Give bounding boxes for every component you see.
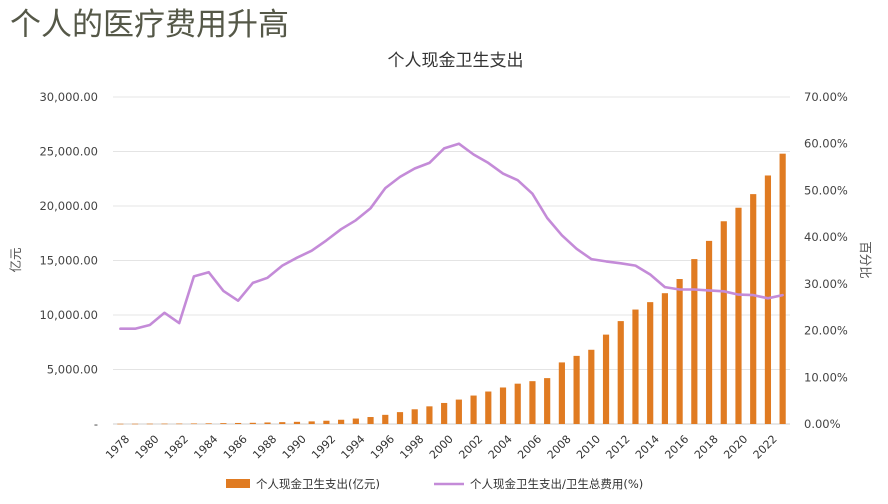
bar [691,259,698,424]
bar [779,153,786,424]
bar [308,421,315,424]
x-tick-label: 1980 [133,433,162,462]
y-right-tick-label: 60.00% [804,137,848,151]
bar [544,378,551,424]
y-left-tick-label: 25,000.00 [39,145,98,159]
y-left-tick-label: 20,000.00 [39,199,98,213]
bar [750,194,757,424]
bar [352,418,359,424]
y-left-tick-label: 5,000.00 [47,363,98,377]
y-right-tick-label: 10.00% [804,370,848,384]
y-left-tick-label: - [94,417,98,431]
bar [705,240,713,424]
x-tick-label: 1994 [339,433,368,462]
bar [279,422,286,424]
bar [382,414,389,424]
y-right-tick-label: 0.00% [804,417,841,431]
bar [558,362,565,424]
bar [338,419,345,424]
bar [396,412,404,424]
bar [485,391,492,424]
bar [117,423,124,425]
x-tick-label: 2000 [427,433,456,462]
bar [264,422,271,424]
y-left-axis-title: 亿元 [8,247,23,272]
bar [220,423,227,424]
x-tick-label: 1982 [162,433,191,462]
legend-label-line: 个人现金卫生支出/卫生总费用(%) [470,477,643,491]
bar [529,381,536,424]
bar [411,409,418,424]
y-left-tick-label: 30,000.00 [39,90,98,104]
bar [588,349,595,424]
bar [146,423,153,425]
bar [249,422,256,424]
x-tick-label: 2016 [662,433,691,462]
bar [676,279,683,424]
x-tick-label: 1984 [191,433,220,462]
series-line [119,142,784,331]
bar [617,321,624,424]
y-left-tick-label: 10,000.00 [39,308,98,322]
chart-title: 个人现金卫生支出 [388,51,524,71]
bar [367,417,374,424]
x-tick-label: 2008 [545,433,574,462]
x-tick-label: 2012 [604,433,633,462]
bar [764,175,772,424]
y-right-tick-label: 70.00% [804,90,848,104]
bar [161,423,168,425]
y-right-tick-label: 20.00% [804,324,848,338]
bar [293,421,301,424]
x-tick-label: 2006 [515,433,544,462]
bar [441,402,448,424]
legend-swatch-bar [226,479,250,488]
x-tick-label: 1978 [103,433,132,462]
x-tick-label: 1986 [221,433,250,462]
x-tick-label: 2022 [751,433,780,462]
x-tick-label: 1996 [368,433,397,462]
bar [735,207,742,424]
bar [514,383,521,424]
x-tick-label: 2010 [574,433,603,462]
y-right-tick-label: 50.00% [804,183,848,197]
bar [176,423,183,425]
bar [499,387,507,424]
bar [720,221,727,424]
bar [632,309,639,424]
bar [323,420,330,424]
bar [647,302,654,424]
y-right-axis-title: 百分比 [858,241,873,279]
y-left-tick-label: 15,000.00 [39,254,98,268]
bar [235,422,242,424]
x-tick-label: 2002 [456,433,485,462]
x-tick-label: 2014 [633,433,662,462]
x-tick-label: 1990 [280,433,309,462]
x-tick-label: 1988 [250,433,279,462]
bar [455,399,462,424]
bar [190,423,198,425]
bar [131,423,139,425]
y-right-tick-label: 30.00% [804,277,848,291]
x-tick-label: 2018 [692,433,721,462]
page-title: 个人的医疗费用升高 [10,7,289,43]
bar [602,334,610,424]
y-right-tick-label: 40.00% [804,230,848,244]
bar [426,406,433,424]
x-tick-label: 1992 [309,433,338,462]
bar [205,423,212,424]
bar [573,355,580,424]
legend-label-bar: 个人现金卫生支出(亿元) [256,477,380,491]
x-tick-label: 2004 [486,433,515,462]
x-tick-label: 2020 [721,433,750,462]
bar [470,395,477,424]
x-tick-label: 1998 [397,433,426,462]
bar [661,293,668,424]
